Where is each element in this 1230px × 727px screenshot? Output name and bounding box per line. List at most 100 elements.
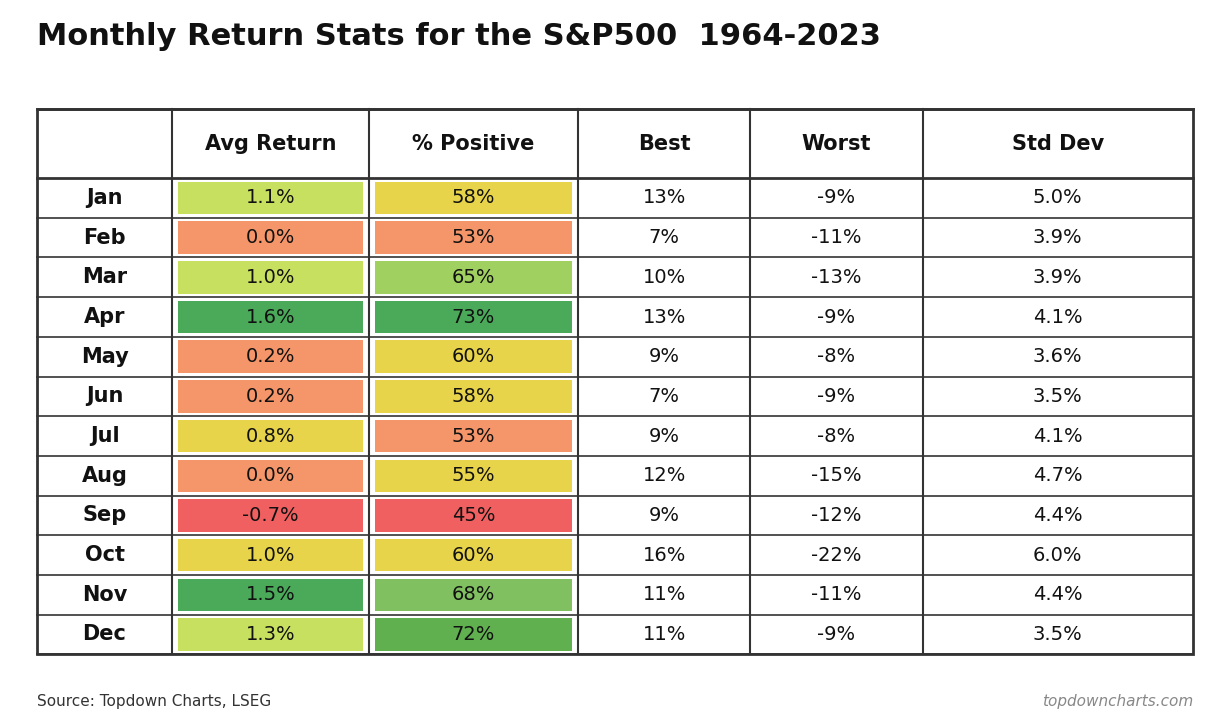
Text: 3.5%: 3.5% [1033, 625, 1082, 644]
Text: 4.7%: 4.7% [1033, 466, 1082, 485]
Text: 60%: 60% [451, 545, 496, 565]
Text: Sep: Sep [82, 505, 127, 526]
Text: Feb: Feb [84, 228, 125, 248]
FancyBboxPatch shape [375, 182, 572, 214]
FancyBboxPatch shape [375, 539, 572, 571]
Text: -8%: -8% [818, 427, 855, 446]
Text: May: May [81, 347, 128, 366]
Text: 4.4%: 4.4% [1033, 506, 1082, 525]
Text: Oct: Oct [85, 545, 124, 565]
Text: 3.5%: 3.5% [1033, 387, 1082, 406]
Text: topdowncharts.com: topdowncharts.com [1042, 694, 1193, 709]
FancyBboxPatch shape [178, 380, 363, 413]
FancyBboxPatch shape [375, 261, 572, 294]
FancyBboxPatch shape [178, 420, 363, 452]
FancyBboxPatch shape [178, 579, 363, 611]
Text: -8%: -8% [818, 348, 855, 366]
Text: -9%: -9% [818, 188, 855, 207]
FancyBboxPatch shape [375, 222, 572, 254]
FancyBboxPatch shape [375, 579, 572, 611]
Text: 7%: 7% [648, 387, 680, 406]
Text: 1.3%: 1.3% [246, 625, 295, 644]
Text: Worst: Worst [802, 134, 871, 153]
Text: -13%: -13% [811, 268, 862, 287]
FancyBboxPatch shape [178, 261, 363, 294]
Text: 1.5%: 1.5% [246, 585, 295, 604]
Text: 0.2%: 0.2% [246, 387, 295, 406]
Text: 9%: 9% [648, 506, 680, 525]
Text: 11%: 11% [642, 625, 686, 644]
Text: Std Dev: Std Dev [1011, 134, 1105, 153]
FancyBboxPatch shape [178, 340, 363, 373]
Text: -0.7%: -0.7% [242, 506, 299, 525]
Text: 60%: 60% [451, 348, 496, 366]
Text: Monthly Return Stats for the S&P500  1964-2023: Monthly Return Stats for the S&P500 1964… [37, 22, 881, 51]
Text: 0.2%: 0.2% [246, 348, 295, 366]
Text: 13%: 13% [642, 188, 686, 207]
Text: 9%: 9% [648, 348, 680, 366]
Text: 73%: 73% [451, 308, 496, 326]
Text: 0.0%: 0.0% [246, 466, 295, 485]
FancyBboxPatch shape [375, 499, 572, 531]
Text: Source: Topdown Charts, LSEG: Source: Topdown Charts, LSEG [37, 694, 271, 709]
Text: Aug: Aug [81, 466, 128, 486]
Text: Jan: Jan [86, 188, 123, 208]
Text: 53%: 53% [451, 228, 496, 247]
Text: % Positive: % Positive [412, 134, 535, 153]
FancyBboxPatch shape [375, 420, 572, 452]
Text: 0.8%: 0.8% [246, 427, 295, 446]
Text: Mar: Mar [82, 268, 127, 287]
FancyBboxPatch shape [375, 301, 572, 333]
Text: Dec: Dec [82, 624, 127, 644]
Text: -9%: -9% [818, 308, 855, 326]
Text: -11%: -11% [811, 228, 862, 247]
FancyBboxPatch shape [375, 380, 572, 413]
FancyBboxPatch shape [178, 499, 363, 531]
Text: -11%: -11% [811, 585, 862, 604]
FancyBboxPatch shape [178, 459, 363, 492]
Text: 9%: 9% [648, 427, 680, 446]
FancyBboxPatch shape [178, 182, 363, 214]
Text: 1.6%: 1.6% [246, 308, 295, 326]
Text: 6.0%: 6.0% [1033, 545, 1082, 565]
FancyBboxPatch shape [178, 618, 363, 651]
Text: 58%: 58% [451, 387, 496, 406]
Text: Best: Best [638, 134, 690, 153]
Text: 72%: 72% [451, 625, 496, 644]
FancyBboxPatch shape [375, 459, 572, 492]
FancyBboxPatch shape [375, 340, 572, 373]
Text: Jun: Jun [86, 386, 123, 406]
Text: -12%: -12% [811, 506, 862, 525]
Text: 4.1%: 4.1% [1033, 308, 1082, 326]
Text: -22%: -22% [811, 545, 862, 565]
Text: 4.1%: 4.1% [1033, 427, 1082, 446]
Text: 3.6%: 3.6% [1033, 348, 1082, 366]
Text: 3.9%: 3.9% [1033, 268, 1082, 287]
Text: -9%: -9% [818, 625, 855, 644]
Text: Jul: Jul [90, 426, 119, 446]
Text: Nov: Nov [82, 585, 127, 605]
Text: 68%: 68% [451, 585, 496, 604]
Text: -15%: -15% [811, 466, 862, 485]
Text: 45%: 45% [451, 506, 496, 525]
Text: 10%: 10% [642, 268, 686, 287]
Text: Avg Return: Avg Return [205, 134, 336, 153]
FancyBboxPatch shape [178, 539, 363, 571]
Text: 1.0%: 1.0% [246, 268, 295, 287]
Text: 12%: 12% [642, 466, 686, 485]
Text: 16%: 16% [642, 545, 686, 565]
Text: 3.9%: 3.9% [1033, 228, 1082, 247]
Text: 58%: 58% [451, 188, 496, 207]
Text: 53%: 53% [451, 427, 496, 446]
FancyBboxPatch shape [178, 301, 363, 333]
FancyBboxPatch shape [178, 222, 363, 254]
Text: 1.1%: 1.1% [246, 188, 295, 207]
Text: 7%: 7% [648, 228, 680, 247]
Text: -9%: -9% [818, 387, 855, 406]
Text: 1.0%: 1.0% [246, 545, 295, 565]
Text: 4.4%: 4.4% [1033, 585, 1082, 604]
FancyBboxPatch shape [375, 618, 572, 651]
Text: 5.0%: 5.0% [1033, 188, 1082, 207]
Text: 55%: 55% [451, 466, 496, 485]
Text: 65%: 65% [451, 268, 496, 287]
